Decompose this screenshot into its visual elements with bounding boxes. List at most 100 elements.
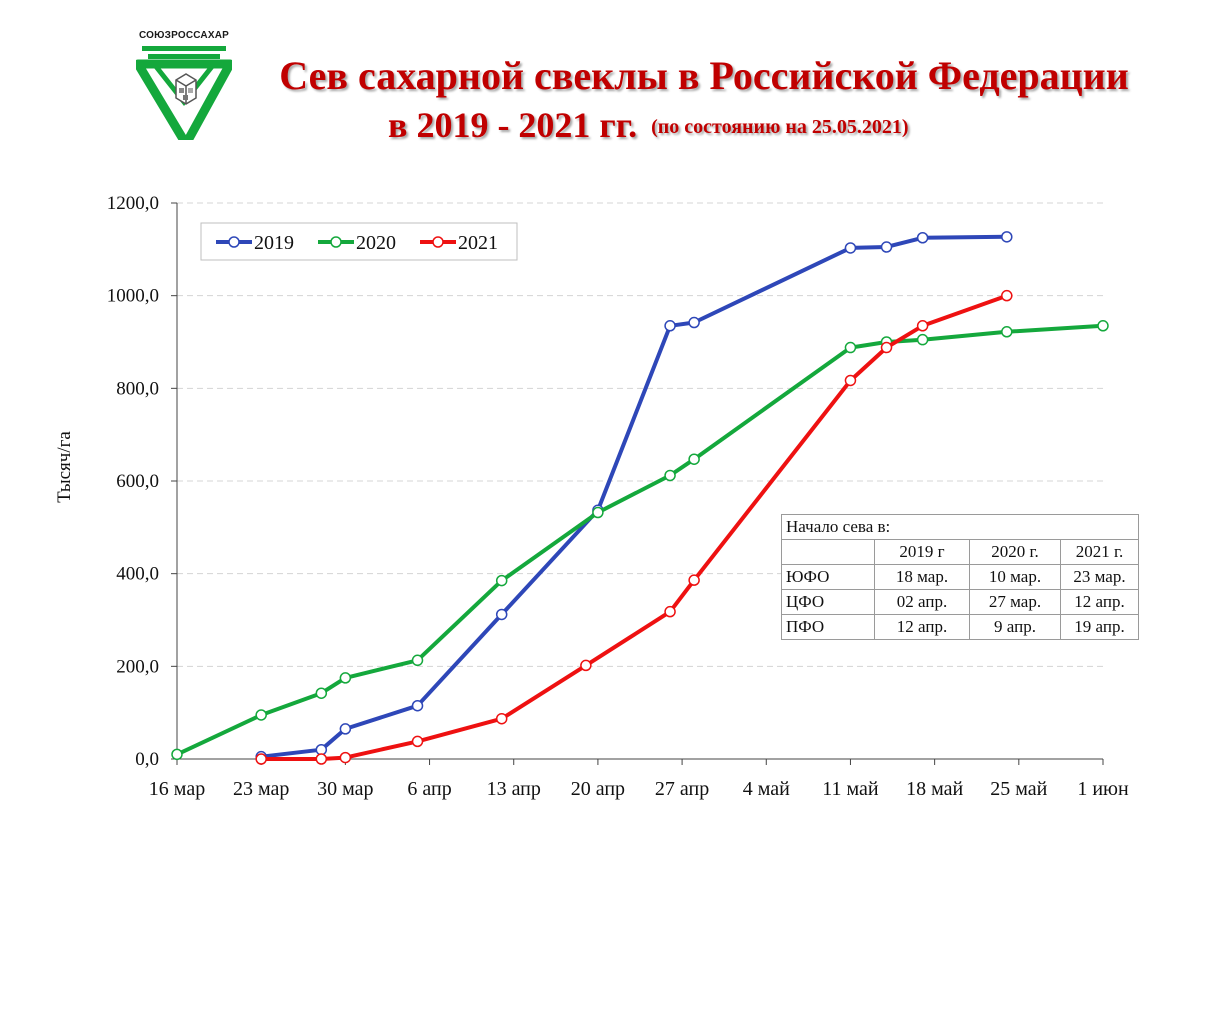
table-header: Начало сева в: <box>781 514 1139 540</box>
table-row: ЮФО 18 мар. 10 мар. 23 мар. <box>781 564 1139 590</box>
data-point <box>171 748 183 761</box>
table-row: ЦФО 02 апр. 27 мар. 12 апр. <box>781 589 1139 615</box>
legend-label-2019: 2019 <box>254 232 294 254</box>
axes <box>171 202 1104 765</box>
data-point <box>495 712 508 725</box>
data-point <box>580 659 592 672</box>
data-point <box>1001 326 1013 338</box>
x-tick-label: 6 апр <box>407 778 451 800</box>
legend-marker <box>228 236 240 248</box>
legend-label-2020: 2020 <box>356 232 396 254</box>
data-point <box>315 687 328 699</box>
table-cell: 10 мар. <box>969 564 1061 590</box>
table-col-header: 2021 г. <box>1060 539 1139 565</box>
data-point <box>664 469 676 482</box>
data-point <box>255 709 267 721</box>
data-point <box>916 333 929 346</box>
y-tick-label: 600,0 <box>116 471 159 492</box>
y-tick-label: 200,0 <box>116 656 159 677</box>
legend-marker <box>432 236 444 248</box>
data-point <box>1001 231 1013 243</box>
data-point <box>844 374 857 387</box>
table-cell: 02 апр. <box>874 589 970 615</box>
data-point <box>916 320 929 332</box>
data-point <box>411 654 424 667</box>
data-point <box>315 743 328 756</box>
data-point <box>495 608 508 621</box>
table-row: ПФО 12 апр. 9 апр. 19 апр. <box>781 614 1139 640</box>
table-cell: 23 мар. <box>1060 564 1139 590</box>
x-tick-label: 27 апр <box>655 778 709 800</box>
table-cell: 19 апр. <box>1060 614 1139 640</box>
data-point <box>411 735 424 748</box>
chart-subtitle: (по состоянию на 25.05.2021) <box>651 116 909 138</box>
chart-title: Сев сахарной свеклы в Российской Федерац… <box>279 53 1129 98</box>
data-point <box>880 341 893 354</box>
table-col-header: 2020 г. <box>969 539 1061 565</box>
data-point <box>688 574 700 586</box>
chart-title-line2: в 2019 - 2021 гг. (по состоянию на 25.05.… <box>388 104 909 146</box>
data-point <box>339 723 352 735</box>
table-cell: 18 мар. <box>874 564 970 590</box>
y-tick-label: 0,0 <box>135 749 159 770</box>
data-point <box>339 751 352 764</box>
legend-marker <box>330 236 342 248</box>
y-axis-label: Тысяч/га <box>54 431 75 503</box>
data-point <box>1001 289 1013 302</box>
y-tick-label: 400,0 <box>116 564 159 585</box>
table-cell: 9 апр. <box>969 614 1061 640</box>
series-2020 <box>171 320 1109 761</box>
x-tick-label: 30 мар <box>317 778 373 800</box>
table-cell: ЮФО <box>781 564 875 590</box>
logo-text: СОЮЗРОССАХАР <box>138 30 230 41</box>
table-col-header: 2019 г <box>874 539 970 565</box>
x-tick-label: 11 май <box>822 778 879 800</box>
data-point <box>664 605 676 618</box>
table-cell: 12 апр. <box>1060 589 1139 615</box>
x-tick-label: 16 мар <box>149 778 205 800</box>
table-column-headers: 2019 г 2020 г. 2021 г. <box>781 539 1139 565</box>
x-tick-label: 13 апр <box>487 778 541 800</box>
legend: 2019 2020 2021 <box>200 222 518 261</box>
x-tick-label: 23 мар <box>233 778 289 800</box>
data-point <box>664 320 676 332</box>
series-line-2019 <box>260 234 1007 759</box>
data-point <box>844 242 857 254</box>
table-cell: ПФО <box>781 614 875 640</box>
y-tick-label: 1200,0 <box>107 193 159 214</box>
logo-emblem-icon <box>136 46 232 140</box>
y-tick-labels: 0,0 200,0 400,0 600,0 800,0 1000,0 1200,0 <box>107 193 159 770</box>
sojuzrossakhar-logo: СОЮЗРОССАХАР <box>136 30 232 140</box>
data-point <box>255 753 267 765</box>
legend-label-2021: 2021 <box>458 232 498 254</box>
x-tick-label: 18 май <box>906 778 963 800</box>
x-tick-label: 25 май <box>990 778 1047 800</box>
data-point <box>411 699 424 712</box>
legend-box <box>200 222 518 261</box>
table-cell: ЦФО <box>781 589 875 615</box>
sowing-start-table: Начало сева в: 2019 г 2020 г. 2021 г. ЮФ… <box>781 514 1139 640</box>
x-tick-label: 20 апр <box>571 778 625 800</box>
chart-title-years: в 2019 - 2021 гг. <box>388 105 638 145</box>
x-tick-labels: 16 мар 23 мар 30 мар 6 апр 13 апр 20 апр 27 ап… <box>149 778 1129 800</box>
x-tick-label: 4 май <box>743 778 790 800</box>
data-point <box>880 241 893 253</box>
x-tick-label: 1 июн <box>1077 778 1129 800</box>
series-lines <box>171 231 1109 765</box>
table-cell: 27 мар. <box>969 589 1061 615</box>
data-point <box>916 232 929 244</box>
series-2021 <box>255 289 1013 765</box>
data-point <box>495 574 508 587</box>
data-point <box>339 672 352 684</box>
table-col-header <box>781 539 875 565</box>
data-point <box>844 341 857 354</box>
data-point <box>592 506 604 519</box>
y-tick-label: 1000,0 <box>107 286 159 307</box>
data-point <box>688 316 700 329</box>
data-point <box>688 453 700 465</box>
y-tick-label: 800,0 <box>116 378 159 399</box>
data-point <box>315 753 328 765</box>
table-cell: 12 апр. <box>874 614 970 640</box>
series-2019 <box>255 231 1013 763</box>
